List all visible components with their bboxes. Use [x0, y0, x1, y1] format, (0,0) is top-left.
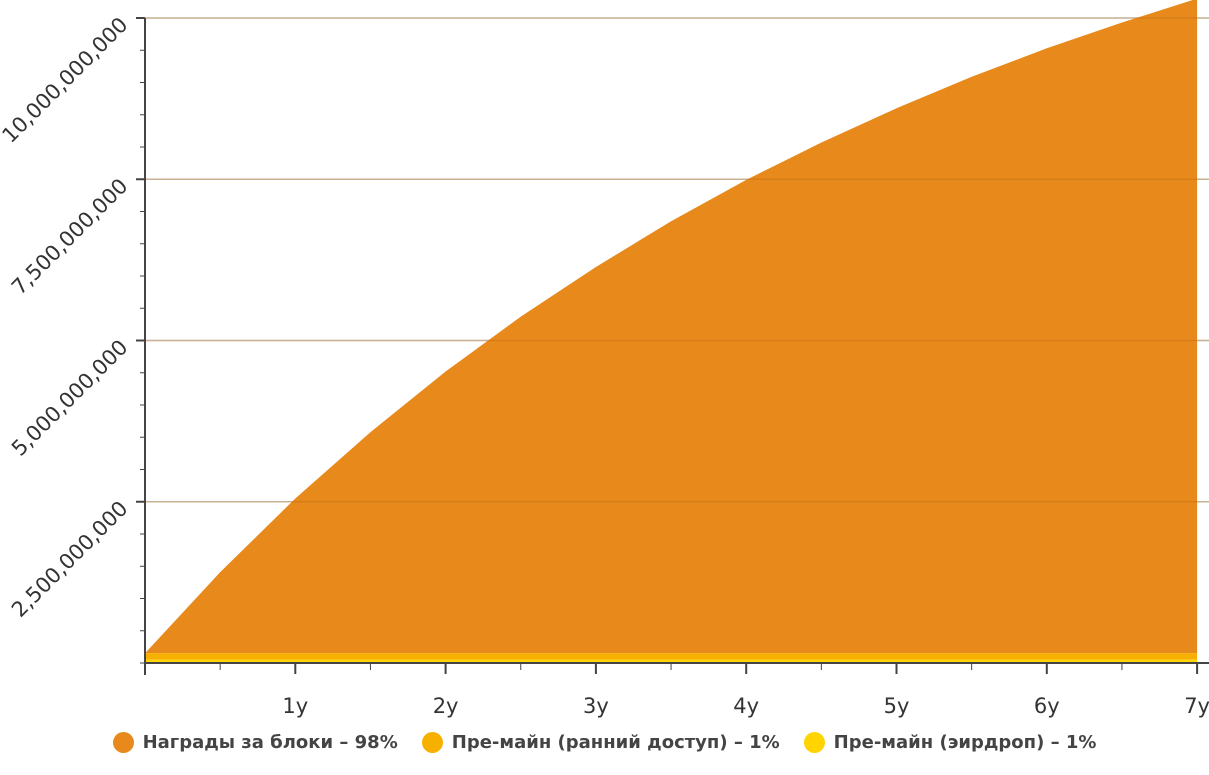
legend: Награды за блоки – 98% Пре-майн (ранний …	[0, 722, 1209, 762]
x-tick-label-5: 5y	[884, 694, 910, 718]
y-tick-labels: 2,500,000,000 5,000,000,000 7,500,000,000 1…	[0, 13, 133, 622]
y-tick-label-3: 7,500,000,000	[7, 174, 133, 300]
legend-item-block-rewards[interactable]: Награды за блоки – 98%	[112, 731, 398, 753]
x-tick-label-6: 6y	[1034, 694, 1060, 718]
legend-label-premine-airdrop: Пре-майн (эирдроп) – 1%	[833, 731, 1097, 753]
axes	[136, 17, 1209, 675]
legend-label-block-rewards: Награды за блоки – 98%	[142, 731, 398, 753]
x-tick-label-7: 7y	[1184, 694, 1209, 718]
y-tick-label-1: 2,500,000,000	[7, 496, 133, 622]
y-tick-label-2: 5,000,000,000	[7, 335, 133, 461]
legend-item-premine-early-access[interactable]: Пре-майн (ранний доступ) – 1%	[421, 731, 780, 753]
area-series-2	[145, 653, 1198, 660]
legend-swatch-premine-airdrop	[803, 731, 825, 753]
legend-item-premine-airdrop[interactable]: Пре-майн (эирдроп) – 1%	[803, 731, 1097, 753]
x-tick-label-1: 1y	[282, 694, 308, 718]
legend-swatch-premine-early-access	[421, 731, 443, 753]
x-tick-label-3: 3y	[583, 694, 609, 718]
x-tick-label-2: 2y	[433, 694, 459, 718]
x-tick-labels: 1y 2y 3y 4y 5y 6y 7y	[282, 694, 1209, 718]
y-tick-label-4: 10,000,000,000	[0, 13, 133, 148]
legend-label-premine-early-access: Пре-майн (ранний доступ) – 1%	[451, 731, 780, 753]
legend-swatch-block-rewards	[112, 731, 134, 753]
area-series-1	[145, 0, 1198, 654]
area-series-group	[145, 0, 1209, 663]
x-tick-label-4: 4y	[733, 694, 759, 718]
